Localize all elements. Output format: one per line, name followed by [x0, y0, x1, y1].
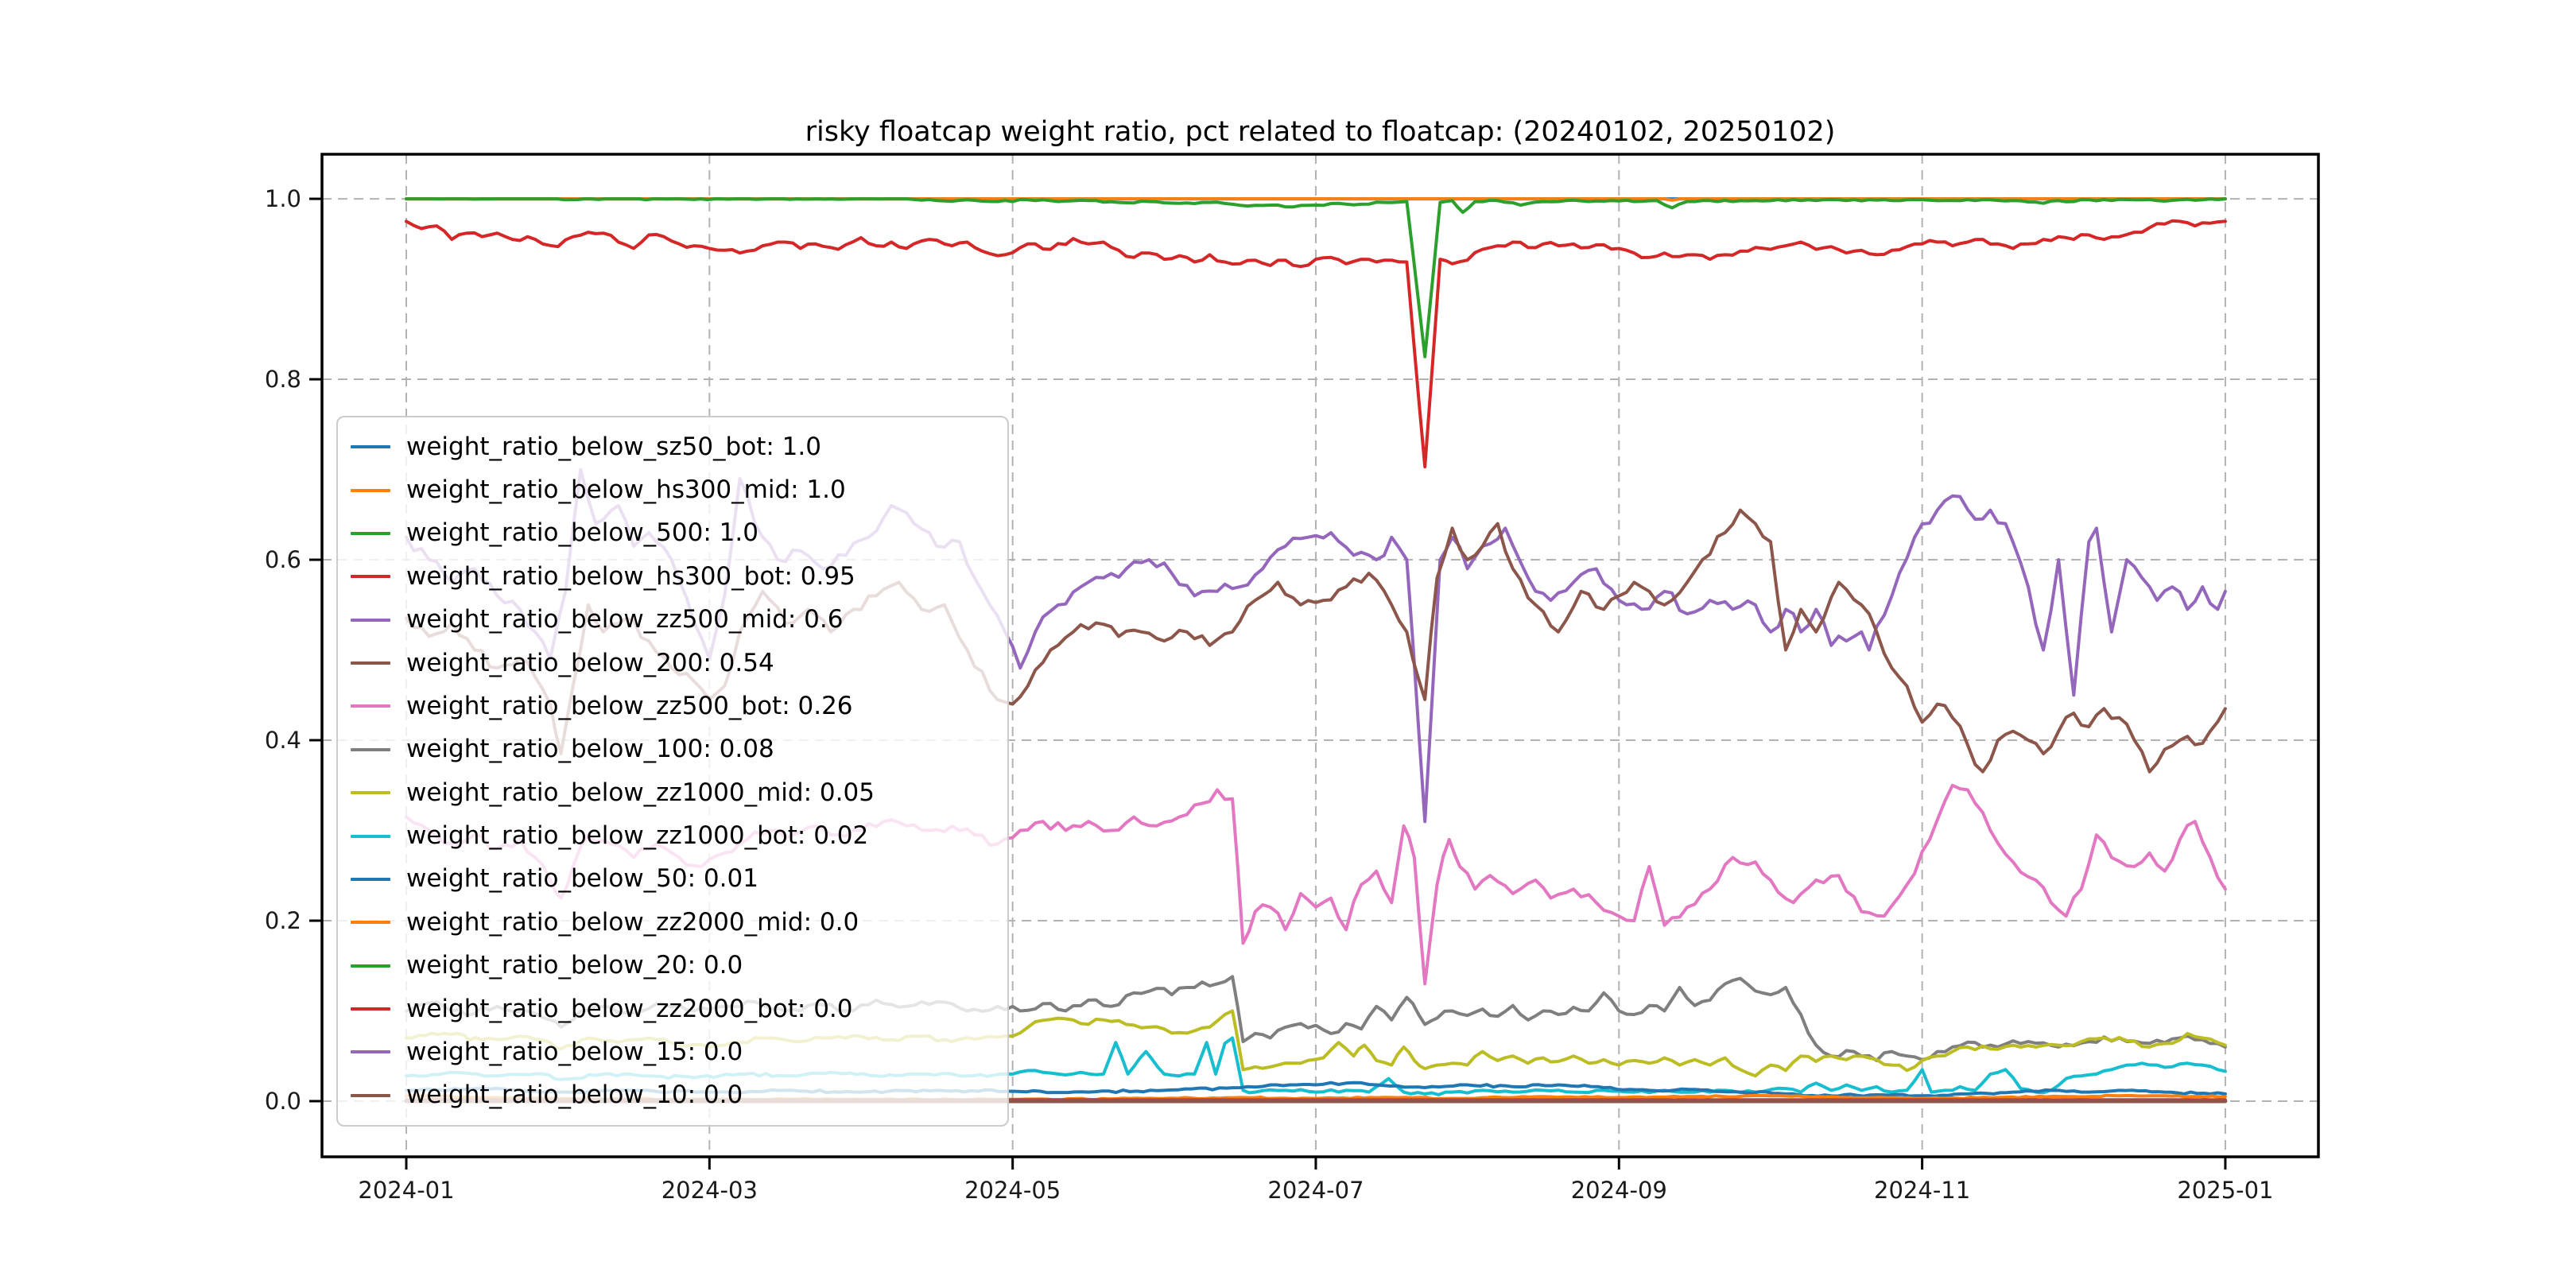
- legend-line-swatch: [351, 661, 390, 665]
- legend-label: weight_ratio_below_zz500_mid: 0.6: [406, 605, 844, 634]
- x-tick-label: 2024-01: [358, 1177, 454, 1204]
- legend-item-weight_ratio_below_200: weight_ratio_below_200: 0.54: [351, 642, 999, 685]
- legend-line-swatch: [351, 1050, 390, 1054]
- legend-item-weight_ratio_below_zz500_mid: weight_ratio_below_zz500_mid: 0.6: [351, 599, 999, 642]
- legend-item-weight_ratio_below_zz1000_bot: weight_ratio_below_zz1000_bot: 0.02: [351, 814, 999, 857]
- legend-item-weight_ratio_below_10: weight_ratio_below_10: 0.0: [351, 1074, 999, 1117]
- legend-item-weight_ratio_below_50: weight_ratio_below_50: 0.01: [351, 858, 999, 901]
- y-tick-label: 0.0: [265, 1088, 301, 1115]
- legend-label: weight_ratio_below_50: 0.01: [406, 864, 758, 894]
- legend-label: weight_ratio_below_hs300_mid: 1.0: [406, 475, 846, 505]
- legend-line-swatch: [351, 445, 390, 449]
- plot-spines: [320, 153, 2320, 1158]
- legend-line-swatch: [351, 834, 390, 838]
- legend: weight_ratio_below_sz50_bot: 1.0 weight_r…: [336, 416, 1009, 1127]
- legend-line-swatch: [351, 921, 390, 925]
- x-tick-label: 2024-11: [1874, 1177, 1970, 1204]
- legend-label: weight_ratio_below_zz1000_bot: 0.02: [406, 821, 869, 851]
- legend-item-weight_ratio_below_zz2000_bot: weight_ratio_below_zz2000_bot: 0.0: [351, 987, 999, 1030]
- y-tick-label: 0.6: [265, 546, 301, 573]
- chart-title: risky floatcap weight ratio, pct related…: [805, 116, 1836, 148]
- legend-label: weight_ratio_below_15: 0.0: [406, 1037, 743, 1066]
- legend-label: weight_ratio_below_200: 0.54: [406, 648, 774, 677]
- legend-line-swatch: [351, 488, 390, 492]
- legend-label: weight_ratio_below_100: 0.08: [406, 735, 774, 764]
- legend-item-weight_ratio_below_100: weight_ratio_below_100: 0.08: [351, 728, 999, 771]
- legend-label: weight_ratio_below_10: 0.0: [406, 1080, 743, 1110]
- y-tick-label: 0.8: [265, 366, 301, 393]
- legend-line-swatch: [351, 1093, 390, 1097]
- legend-label: weight_ratio_below_zz2000_mid: 0.0: [406, 907, 859, 937]
- legend-label: weight_ratio_below_20: 0.0: [406, 951, 743, 980]
- legend-line-swatch: [351, 964, 390, 968]
- legend-item-weight_ratio_below_hs300_bot: weight_ratio_below_hs300_bot: 0.95: [351, 555, 999, 598]
- x-tick-label: 2024-09: [1571, 1177, 1667, 1204]
- legend-item-weight_ratio_below_zz2000_mid: weight_ratio_below_zz2000_mid: 0.0: [351, 901, 999, 944]
- legend-label: weight_ratio_below_zz1000_mid: 0.05: [406, 778, 875, 807]
- x-tick-label: 2025-01: [2177, 1177, 2273, 1204]
- legend-line-swatch: [351, 704, 390, 708]
- legend-label: weight_ratio_below_zz500_bot: 0.26: [406, 691, 853, 720]
- legend-line-swatch: [351, 531, 390, 535]
- legend-item-weight_ratio_below_hs300_mid: weight_ratio_below_hs300_mid: 1.0: [351, 468, 999, 511]
- legend-line-swatch: [351, 747, 390, 751]
- legend-label: weight_ratio_below_sz50_bot: 1.0: [406, 432, 821, 461]
- x-tick-label: 2024-07: [1267, 1177, 1364, 1204]
- legend-label: weight_ratio_below_hs300_bot: 0.95: [406, 561, 855, 591]
- series-weight_ratio_below_500-line: [405, 197, 2227, 359]
- legend-item-weight_ratio_below_zz1000_mid: weight_ratio_below_zz1000_mid: 0.05: [351, 771, 999, 814]
- legend-line-swatch: [351, 877, 390, 881]
- y-tick-label: 0.2: [265, 907, 301, 934]
- legend-item-weight_ratio_below_zz500_bot: weight_ratio_below_zz500_bot: 0.26: [351, 685, 999, 727]
- legend-label: weight_ratio_below_zz2000_bot: 0.0: [406, 994, 853, 1023]
- legend-item-weight_ratio_below_500: weight_ratio_below_500: 1.0: [351, 512, 999, 555]
- legend-line-swatch: [351, 575, 390, 579]
- legend-line-swatch: [351, 618, 390, 622]
- series-weight_ratio_below_hs300_bot-line: [405, 219, 2227, 469]
- legend-line-swatch: [351, 1007, 390, 1011]
- y-tick-label: 0.4: [265, 727, 301, 754]
- x-tick-label: 2024-03: [661, 1177, 758, 1204]
- legend-item-weight_ratio_below_sz50_bot: weight_ratio_below_sz50_bot: 1.0: [351, 425, 999, 468]
- legend-label: weight_ratio_below_500: 1.0: [406, 518, 758, 548]
- x-tick-label: 2024-05: [964, 1177, 1061, 1204]
- legend-line-swatch: [351, 791, 390, 795]
- legend-item-weight_ratio_below_15: weight_ratio_below_15: 0.0: [351, 1030, 999, 1073]
- y-tick-label: 1.0: [265, 185, 301, 212]
- legend-item-weight_ratio_below_20: weight_ratio_below_20: 0.0: [351, 945, 999, 987]
